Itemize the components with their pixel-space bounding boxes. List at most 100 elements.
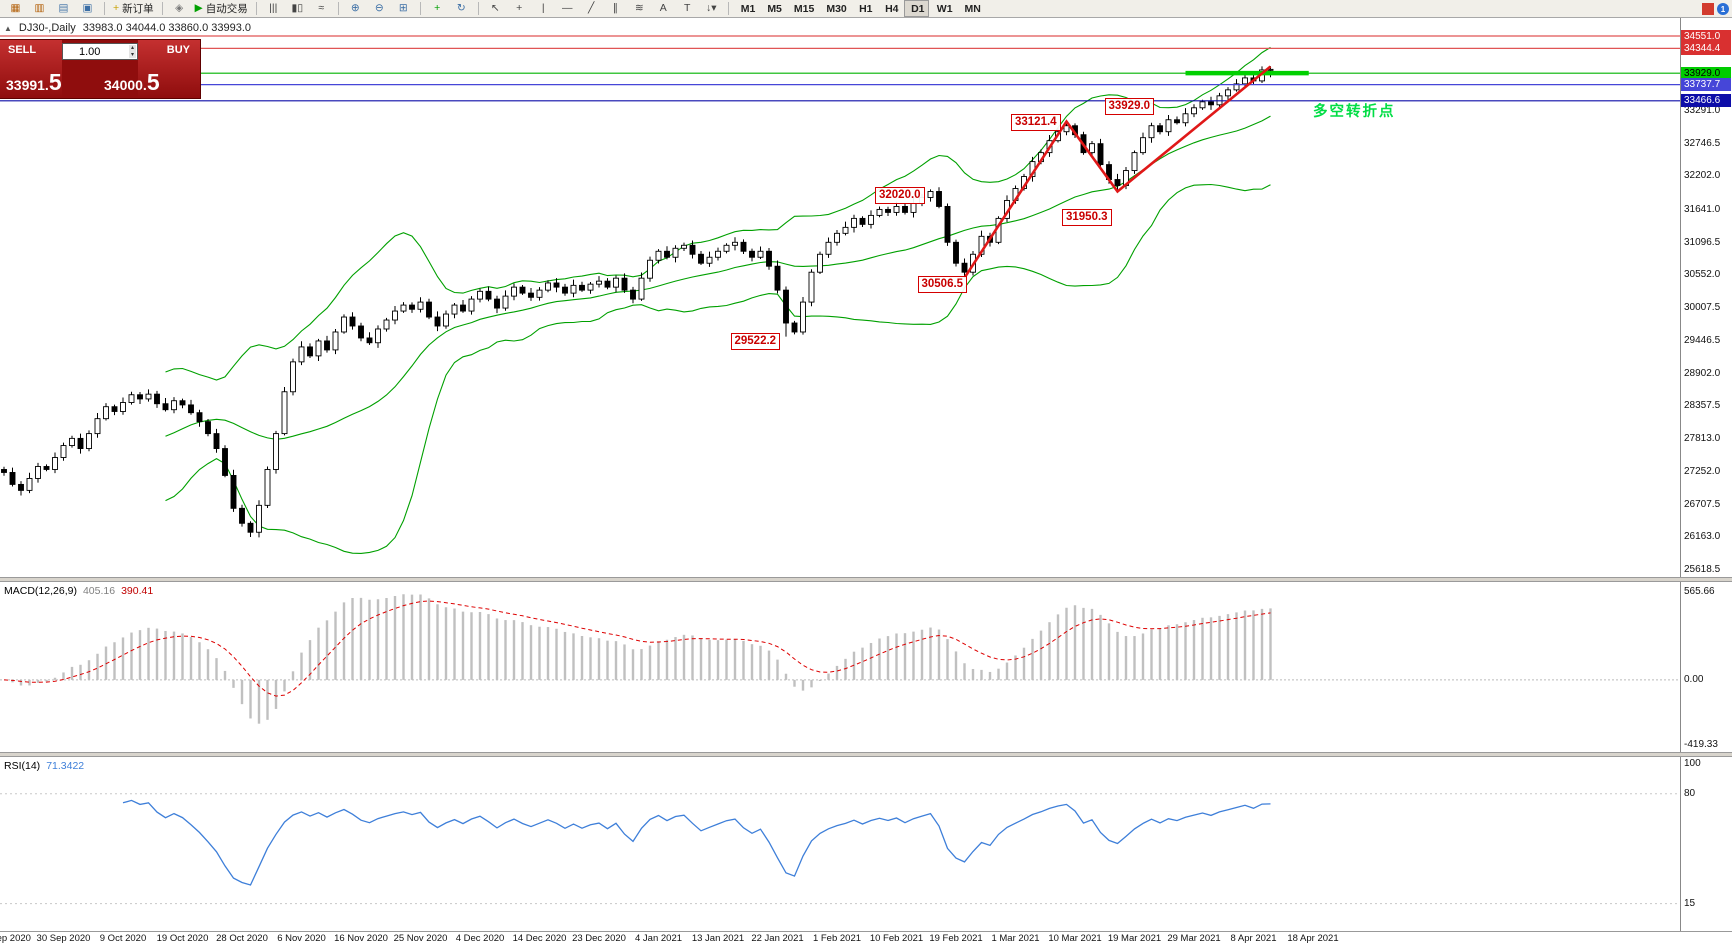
chart-note-text[interactable]: 多空转折点 — [1313, 104, 1396, 121]
new-chart-button[interactable]: ▦ — [4, 0, 27, 17]
timeframe-h4[interactable]: H4 — [878, 0, 903, 17]
candle-body — [715, 250, 721, 258]
horizontal-line-button[interactable]: — — [556, 0, 579, 17]
candle-body — [196, 412, 203, 423]
candle-body — [392, 310, 398, 321]
price-annotation[interactable]: 33121.4 — [1011, 113, 1061, 131]
autotrading-button[interactable]: ▶ 自动交易 — [192, 0, 251, 17]
add-indicator-button[interactable]: + — [426, 0, 449, 17]
candle-body — [349, 316, 356, 327]
candle-body — [239, 507, 245, 524]
vertical-line-button[interactable]: | — [532, 0, 555, 17]
timeframe-w1-label: W1 — [936, 2, 953, 15]
chart-ohlc-values: 33983.0 34044.0 33860.0 33993.0 — [82, 22, 251, 34]
date-label: 22 Jan 2021 — [751, 933, 804, 944]
new-order-button[interactable]: + 新订单 — [110, 0, 157, 17]
timeframe-m1[interactable]: M1 — [734, 0, 760, 17]
label-button[interactable]: T — [676, 0, 699, 17]
date-label: 6 Nov 2020 — [277, 933, 326, 944]
sell-button[interactable]: SELL — [0, 40, 62, 98]
price-annotation[interactable]: 31950.3 — [1062, 209, 1112, 227]
cycles-button-icon: ↻ — [456, 2, 466, 14]
timeframe-w1[interactable]: W1 — [930, 0, 957, 17]
price-annotation[interactable]: 32020.0 — [875, 187, 925, 205]
vertical-line-button-icon: | — [541, 2, 545, 14]
cycles-button[interactable]: ↻ — [450, 0, 473, 17]
channel-button-icon: ∥ — [612, 2, 618, 14]
candle-body — [281, 391, 288, 435]
chart-profiles-button[interactable]: ▥ — [28, 0, 51, 17]
candle-body — [519, 286, 526, 294]
price-tick: 31096.5 — [1684, 236, 1721, 248]
panel-separator-rsi[interactable] — [0, 752, 1732, 757]
metaeditor-button[interactable]: ◈ — [168, 0, 191, 17]
market-watch-button[interactable]: ▤ — [52, 0, 75, 17]
bollinger-middle — [165, 115, 1271, 440]
price-annotation[interactable]: 30506.5 — [917, 276, 968, 294]
candle-body — [817, 253, 823, 273]
fibonacci-button[interactable]: ≋ — [628, 0, 651, 17]
panel-collapse-button[interactable]: ▲ — [4, 23, 12, 33]
trendline-button[interactable]: ╱ — [580, 0, 603, 17]
line-chart-button[interactable]: ≈ — [310, 0, 333, 17]
timeframe-m5-label: M5 — [767, 2, 782, 15]
candle-body — [604, 280, 611, 288]
candle-body — [111, 406, 118, 412]
navigator-button[interactable]: ▣ — [76, 0, 99, 17]
bollinger-lower — [165, 183, 1271, 554]
date-label: 19 Mar 2021 — [1107, 933, 1162, 944]
candlestick-chart-button[interactable]: ▮▯ — [286, 0, 309, 17]
candle-body — [664, 250, 670, 258]
bar-chart-button[interactable]: ||| — [262, 0, 285, 17]
trendline-button-icon: ╱ — [588, 2, 595, 14]
candle-body — [1165, 119, 1172, 133]
mql5-community-icon[interactable] — [1702, 3, 1714, 15]
price-annotation[interactable]: 33929.0 — [1104, 98, 1155, 116]
macd-label: MACD(12,26,9) — [4, 585, 77, 597]
timeframe-m5[interactable]: M5 — [760, 0, 786, 17]
candle-body — [834, 232, 840, 243]
arrows-button[interactable]: ↓▾ — [700, 0, 723, 17]
timeframe-d1-label: D1 — [911, 2, 925, 15]
timeframe-mn[interactable]: MN — [958, 0, 985, 17]
timeframe-h4-label: H4 — [885, 2, 899, 15]
tile-windows-button[interactable]: ⊞ — [392, 0, 415, 17]
notifications-badge[interactable]: 1 — [1717, 3, 1729, 15]
timeframe-d1[interactable]: D1 — [903, 0, 929, 17]
buy-button[interactable]: BUY — [138, 40, 200, 98]
price-tick: 25618.5 — [1684, 564, 1721, 575]
timeframe-m30[interactable]: M30 — [819, 0, 850, 17]
macd-axis-tick: 565.66 — [1684, 586, 1715, 597]
timeframe-h1[interactable]: H1 — [852, 0, 877, 17]
panel-separator-macd[interactable] — [0, 577, 1732, 582]
toolbar-group-autotrade: ◈ ▶ 自动交易 — [168, 0, 251, 17]
time-axis[interactable] — [0, 931, 1732, 946]
zoom-out-button[interactable]: ⊖ — [368, 0, 391, 17]
price-tick: 29446.5 — [1684, 335, 1721, 347]
candle-body — [757, 250, 764, 258]
crosshair-button[interactable]: + — [508, 0, 531, 17]
volume-down-arrow-icon[interactable]: ▾ — [130, 51, 134, 58]
date-label: 21 Sep 2020 — [0, 933, 31, 944]
price-tick: 28357.5 — [1684, 400, 1721, 412]
text-button-icon: A — [659, 2, 667, 14]
timeframe-m15[interactable]: M15 — [787, 0, 818, 17]
volume-up-arrow-icon[interactable]: ▴ — [130, 45, 134, 51]
price-annotation[interactable]: 29522.2 — [730, 333, 781, 351]
timeframe-m1-label: M1 — [740, 2, 756, 15]
candle-body — [944, 205, 951, 243]
candle-body — [655, 250, 662, 261]
bar-chart-button-icon: ||| — [269, 2, 278, 14]
candle-body — [477, 290, 483, 300]
zoom-in-button[interactable]: ⊕ — [344, 0, 367, 17]
candle-body — [910, 202, 917, 213]
candle-body — [1, 469, 7, 473]
volume-input[interactable]: 1.00 ▴ ▾ — [62, 43, 138, 60]
channel-button[interactable]: ∥ — [604, 0, 627, 17]
candle-body — [859, 217, 866, 225]
candle-body — [315, 340, 322, 357]
candle-body — [672, 247, 679, 258]
text-button[interactable]: A — [652, 0, 675, 17]
cursor-button[interactable]: ↖ — [484, 0, 507, 17]
